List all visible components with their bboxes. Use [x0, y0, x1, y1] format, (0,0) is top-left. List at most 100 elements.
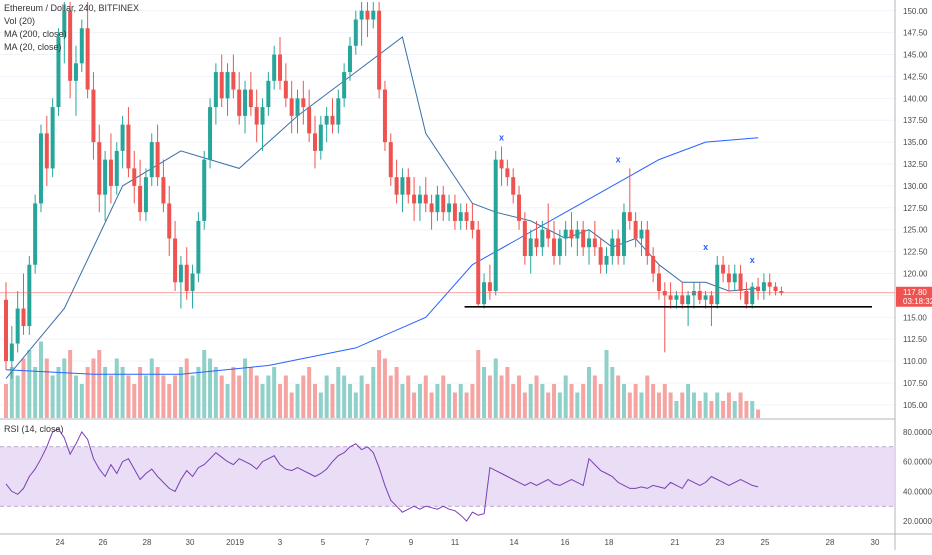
date-tick-label: 21: [671, 538, 680, 547]
rsi-line: [5, 428, 759, 522]
candle-body: [435, 194, 440, 213]
candle-body: [668, 295, 673, 300]
candle-body: [458, 212, 463, 221]
volume-bar: [44, 358, 49, 418]
volume-bar: [27, 350, 32, 418]
candle-body: [546, 229, 551, 239]
date-tick-label: 28: [826, 538, 835, 547]
rsi-tick-label: 80.0000: [903, 428, 932, 437]
volume-bar: [138, 367, 143, 418]
volume-bar: [248, 367, 253, 418]
candle-body: [522, 220, 527, 256]
volume-bar: [208, 358, 213, 418]
volume-bar: [656, 392, 661, 418]
candle-body: [709, 295, 714, 305]
volume-bar: [190, 375, 195, 418]
volume-bar: [202, 350, 207, 418]
volume-bar: [50, 375, 55, 418]
candle-body: [540, 229, 545, 248]
volume-bar: [120, 367, 125, 418]
candle-body: [476, 229, 481, 305]
candle-body: [184, 264, 189, 292]
candle-body: [178, 264, 183, 283]
candle-body: [773, 286, 778, 292]
price-tick-label: 112.50: [903, 335, 927, 344]
candle-body: [738, 273, 743, 292]
candle-body: [423, 194, 428, 204]
price-tick-label: 122.50: [903, 248, 928, 257]
volume-bar: [592, 375, 597, 418]
candle-body: [505, 168, 510, 178]
price-tick-label: 115.00: [903, 313, 927, 322]
candle-body: [27, 264, 32, 327]
candle-body: [674, 295, 679, 300]
volume-bar: [161, 375, 166, 418]
volume-bar: [750, 401, 755, 418]
volume-bar: [359, 375, 364, 418]
volume-bar: [429, 392, 434, 418]
volume-bar: [155, 367, 160, 418]
candle-body: [85, 28, 90, 90]
price-tick-label: 110.00: [903, 357, 927, 366]
candle-body: [289, 98, 294, 116]
candle-body: [406, 177, 411, 195]
date-tick-label: 16: [561, 538, 570, 547]
candle-body: [103, 159, 108, 195]
volume-bar: [522, 392, 527, 418]
candle-body: [15, 308, 20, 344]
candle-body: [633, 220, 638, 239]
date-tick-label: 30: [871, 538, 880, 547]
volume-bar: [452, 392, 457, 418]
volume-bar: [149, 358, 154, 418]
candle-body: [493, 159, 498, 292]
candle-body: [534, 238, 539, 248]
date-tick-label: 2019: [226, 538, 244, 547]
volume-bar: [703, 392, 708, 418]
volume-bar: [301, 375, 306, 418]
candle-body: [429, 203, 434, 213]
volume-bar: [709, 401, 714, 418]
volume-bar: [400, 384, 405, 418]
candle-body: [283, 80, 288, 99]
volume-bar: [103, 367, 108, 418]
volume-bar: [184, 358, 189, 418]
volume-bar: [377, 350, 382, 418]
volume-bar: [85, 367, 90, 418]
volume-bar: [691, 392, 696, 418]
candle-body: [330, 115, 335, 125]
candle-body: [726, 273, 731, 283]
volume-bar: [307, 367, 312, 418]
candle-body: [248, 89, 253, 108]
volume-bar: [388, 375, 393, 418]
candle-body: [651, 255, 656, 274]
candle-body: [56, 37, 61, 108]
candle-body: [272, 54, 277, 81]
candle-body: [190, 273, 195, 292]
candle-body: [149, 142, 154, 178]
candle-body: [243, 89, 248, 116]
candle-body: [756, 286, 761, 292]
candle-body: [208, 107, 213, 160]
volume-bar: [97, 350, 102, 418]
volume-bar: [108, 375, 113, 418]
volume-bar: [167, 384, 172, 418]
volume-bar: [487, 375, 492, 418]
volume-bar: [598, 384, 603, 418]
volume-bar: [143, 375, 148, 418]
date-tick-label: 18: [605, 538, 614, 547]
price-tick-label: 137.50: [903, 116, 928, 125]
candle-body: [371, 10, 376, 20]
volume-bar: [213, 367, 218, 418]
volume-bar: [4, 384, 8, 418]
volume-bar: [662, 384, 667, 418]
candle-body: [108, 159, 113, 186]
date-tick-label: 14: [510, 538, 519, 547]
volume-bar: [738, 392, 743, 418]
volume-bar: [610, 367, 615, 418]
candle-body: [621, 212, 626, 256]
volume-bar: [33, 367, 38, 418]
price-tick-label: 125.00: [903, 226, 928, 235]
candles-layer: [4, 2, 784, 379]
